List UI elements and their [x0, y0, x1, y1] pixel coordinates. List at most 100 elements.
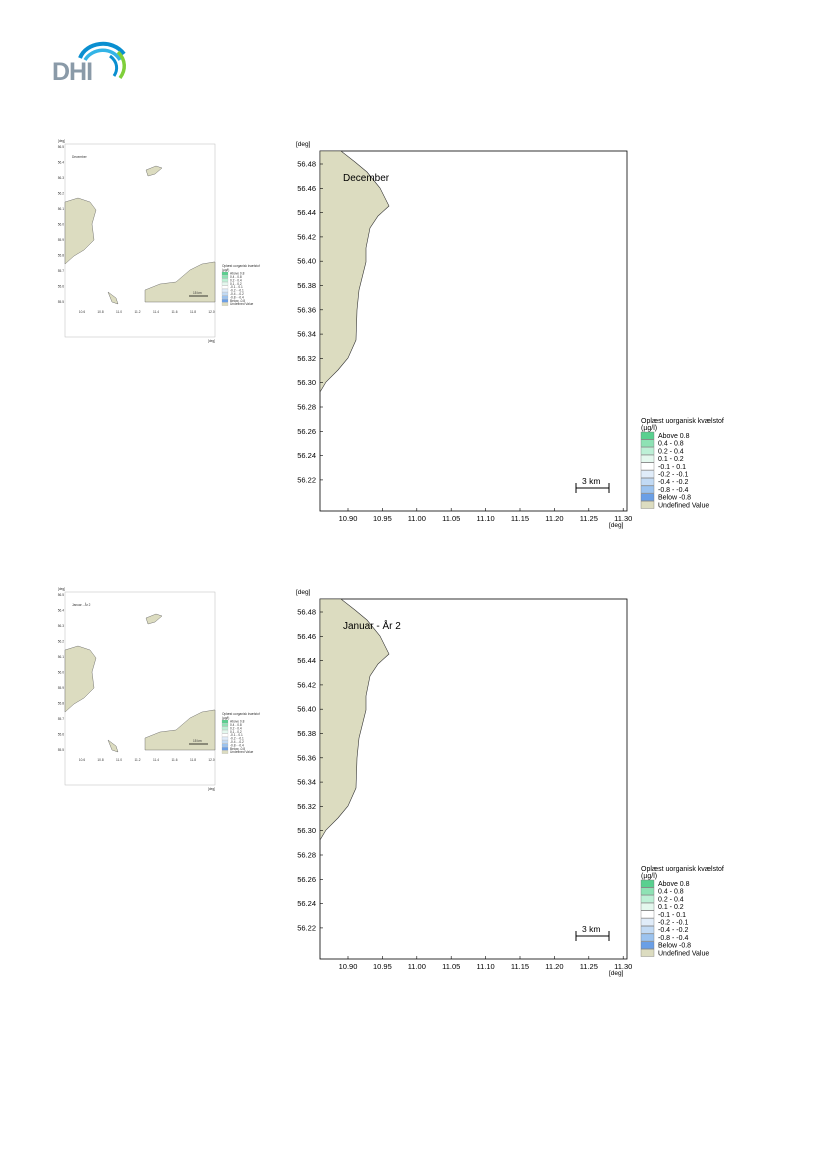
thumb-y-tick: 55.8	[58, 254, 64, 258]
overview-land-west	[64, 197, 97, 265]
legend-label: 0.4 - 0.8	[658, 441, 684, 448]
thumb-y-tick: 55.8	[58, 702, 64, 706]
legend-label: -0.8 - -0.4	[658, 487, 688, 494]
legend-label: 0.4 - 0.8	[658, 889, 684, 896]
thumb-y-tick: 56.3	[58, 624, 64, 628]
scale-bar-label: 3 km	[582, 476, 600, 486]
legend-label: -0.2 - -0.1	[658, 472, 688, 479]
legend-swatch	[640, 493, 655, 502]
x-tick-label: 11.20	[545, 962, 563, 971]
y-tick-label: 56.24	[297, 899, 316, 908]
thumb-y-tick: 56.4	[58, 161, 64, 165]
overview-land-southeast	[144, 709, 216, 751]
y-tick-label: 56.32	[297, 802, 316, 811]
legend-label: -0.1 - 0.1	[658, 464, 686, 471]
legend-swatch	[640, 501, 655, 509]
thumb-x-tick: 10.6	[79, 310, 85, 314]
y-tick-label: 56.28	[297, 851, 316, 860]
x-axis-unit: [deg]	[609, 970, 624, 977]
y-tick-label: 56.30	[297, 378, 316, 387]
thumb-legend-label: 0.2 - 0.4	[230, 278, 242, 282]
thumb-unit-y: [deg]	[58, 587, 65, 591]
thumb-legend-label: Undefined Value	[230, 302, 254, 306]
scale-bar-label: 3 km	[582, 924, 600, 934]
legend: Oplæst uorganisk kvælstof(µg/l)Above 0.8…	[640, 866, 724, 957]
legend-swatch	[640, 918, 655, 926]
thumb-legend-label: -0.4 - -0.2	[230, 740, 244, 744]
overview-land-southeast	[144, 261, 216, 303]
legend-swatch	[640, 485, 655, 494]
thumb-y-tick: 55.7	[58, 269, 64, 273]
legend-swatch	[640, 941, 655, 950]
legend-swatch	[640, 439, 655, 448]
map-panel-december: [deg] December 56.5 56.4 56.3 56.2 56.1 56.0 5…	[58, 139, 724, 529]
x-tick-label: 11.05	[442, 962, 460, 971]
y-axis-unit: [deg]	[296, 589, 311, 596]
legend-label: Below -0.8	[658, 495, 691, 502]
y-tick-label: 56.32	[297, 354, 316, 363]
y-tick-label: 56.38	[297, 281, 316, 290]
y-tick-label: 56.30	[297, 826, 316, 835]
thumb-x-tick: 11.0	[116, 310, 122, 314]
thumb-legend-swatch	[221, 733, 229, 737]
thumb-legend-label: Above 0.8	[230, 272, 245, 276]
x-tick-label: 10.95	[373, 514, 392, 523]
y-tick-label: 56.36	[297, 305, 316, 314]
overview-thumbnail: [deg] Januar - År 2 56.5 56.4 56.3 56.2 56.1…	[58, 587, 260, 791]
x-tick-label: 11.30	[614, 514, 632, 523]
thumb-legend-unit: (µg/l)	[222, 268, 229, 272]
thumb-legend-label: 0.2 - 0.4	[230, 726, 242, 730]
y-axis-unit: [deg]	[296, 141, 311, 148]
thumb-legend-swatch	[221, 299, 229, 303]
thumb-unit-x: [deg]	[208, 787, 215, 791]
x-tick-label: 10.90	[339, 962, 358, 971]
legend-label: 0.2 - 0.4	[658, 448, 684, 455]
thumb-legend-swatch	[221, 295, 229, 299]
thumb-legend-swatch	[221, 278, 229, 282]
thumb-legend-swatch	[221, 736, 229, 741]
thumb-legend-swatch	[221, 288, 229, 293]
thumb-legend-label: Above 0.8	[230, 720, 245, 724]
map-title: December	[343, 173, 390, 184]
y-tick-label: 56.40	[297, 705, 316, 714]
legend-label: -0.4 - -0.2	[658, 479, 688, 486]
y-tick-label: 56.26	[297, 875, 316, 884]
legend-swatch	[640, 887, 655, 896]
legend-label: Above 0.8	[658, 433, 690, 440]
x-tick-label: 11.20	[545, 514, 563, 523]
legend-unit: (µg/l)	[641, 873, 657, 880]
thumb-y-tick: 55.5	[58, 748, 64, 752]
thumb-legend-swatch	[221, 282, 229, 286]
thumb-legend-swatch	[221, 719, 229, 724]
thumb-x-tick: 12.0	[208, 310, 214, 314]
legend: Oplæst uorganisk kvælstof(µg/l)Above 0.8…	[640, 418, 724, 509]
thumb-legend-label: -0.8 - -0.4	[230, 295, 244, 299]
thumb-legend-label: -0.2 - -0.1	[230, 289, 244, 293]
scale-bar: 3 km	[575, 924, 610, 941]
thumb-legend-title: Oplæst uorganisk kvælstof	[222, 264, 260, 268]
legend-label: -0.8 - -0.4	[658, 935, 688, 942]
scale-bar: 3 km	[575, 476, 610, 493]
thumb-unit-y: [deg]	[58, 139, 65, 143]
y-tick-label: 56.22	[297, 923, 316, 932]
thumb-legend-swatch	[221, 292, 229, 296]
legend-swatch	[640, 895, 655, 903]
x-tick-label: 11.10	[476, 962, 494, 971]
thumb-legend-label: 0.4 - 0.8	[230, 275, 242, 279]
legend-label: 0.1 - 0.2	[658, 456, 684, 463]
legend-swatch	[640, 933, 655, 942]
thumb-y-tick: 56.1	[58, 207, 64, 211]
thumb-x-tick: 11.6	[172, 310, 178, 314]
thumb-legend-unit: (µg/l)	[222, 716, 229, 720]
thumb-legend-swatch	[221, 285, 229, 289]
thumb-x-tick: 11.2	[135, 310, 141, 314]
x-tick-label: 11.15	[511, 962, 529, 971]
thumb-legend-swatch	[221, 302, 229, 306]
x-tick-label: 10.90	[339, 514, 358, 523]
legend-label: Above 0.8	[658, 881, 690, 888]
legend-swatch	[640, 447, 655, 455]
thumb-x-tick: 11.8	[190, 758, 196, 762]
thumb-y-tick: 55.9	[58, 238, 64, 242]
y-tick-label: 56.22	[297, 475, 316, 484]
thumb-y-tick: 55.9	[58, 686, 64, 690]
